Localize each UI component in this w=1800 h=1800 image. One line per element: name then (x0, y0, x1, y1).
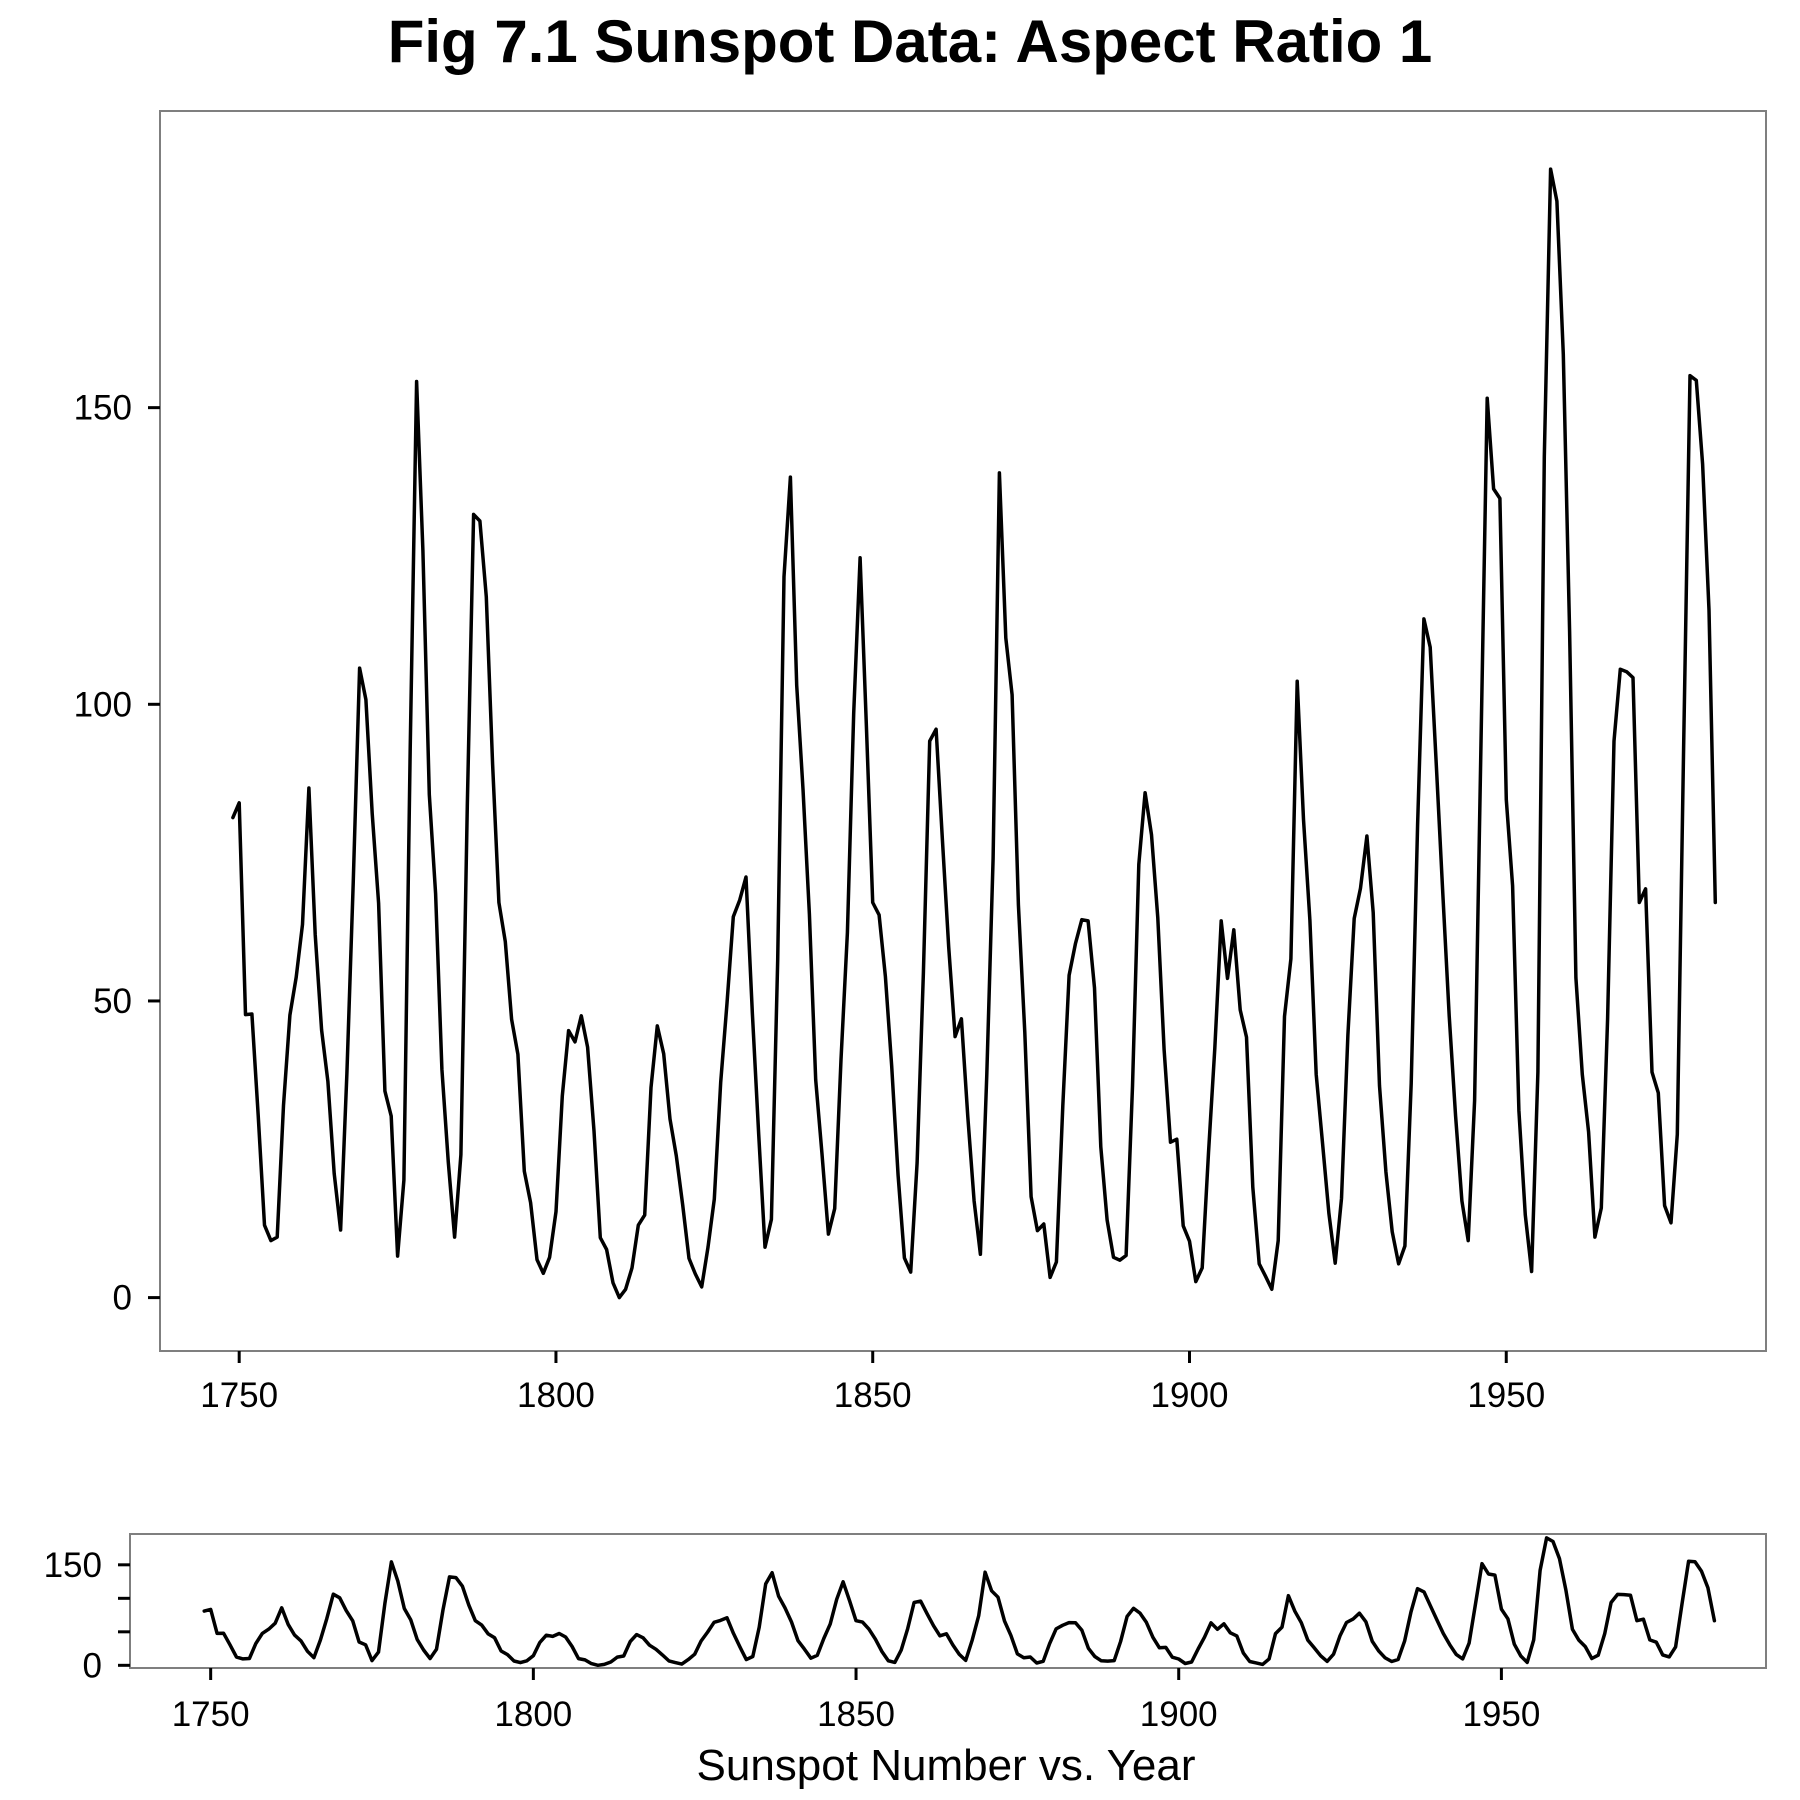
x-tick-label: 1850 (834, 1376, 912, 1415)
x-axis-label: Sunspot Number vs. Year (697, 1741, 1196, 1790)
main-plot-frame (159, 110, 1767, 1352)
main-series-line (231, 167, 1718, 1300)
x-tick-label: 1850 (817, 1695, 895, 1734)
x-tick-label: 1900 (1140, 1695, 1218, 1734)
x-tick-label: 1950 (1462, 1695, 1540, 1734)
x-tick-label: 1950 (1467, 1376, 1545, 1415)
x-tick-label: 1750 (172, 1695, 250, 1734)
overview-panel: 1750 1800 1850 1900 1950 0 150 Sunspot Number … (44, 1533, 1767, 1790)
y-tick-label: 150 (74, 389, 132, 428)
x-tick-label: 1800 (517, 1376, 595, 1415)
x-tick-label: 1900 (1151, 1376, 1229, 1415)
x-tick-label: 1800 (494, 1695, 572, 1734)
main-panel: 1750 1800 1850 1900 1950 0 50 100 150 (74, 110, 1767, 1415)
overview-plot-frame (129, 1533, 1767, 1669)
overview-axis-ticks: 1750 1800 1850 1900 1950 0 150 (44, 1546, 1541, 1734)
y-tick-label: 0 (83, 1646, 102, 1685)
y-tick-label: 50 (93, 982, 132, 1021)
chart-title: Fig 7.1 Sunspot Data: Aspect Ratio 1 (388, 8, 1433, 75)
x-tick-label: 1750 (200, 1376, 278, 1415)
main-axis-ticks: 1750 1800 1850 1900 1950 0 50 100 150 (74, 389, 1546, 1415)
y-tick-label: 100 (74, 685, 132, 724)
y-tick-label: 0 (113, 1279, 132, 1318)
overview-series-line (202, 1536, 1717, 1668)
y-tick-label: 150 (44, 1546, 102, 1585)
